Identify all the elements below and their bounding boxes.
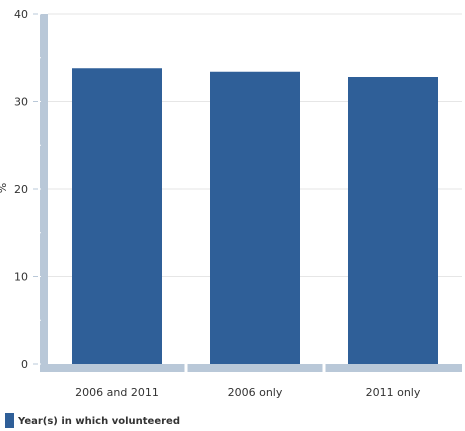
x-tick-label: 2006 only: [228, 386, 283, 399]
bar-2006-and-2011: [72, 68, 162, 364]
y-tick-label: 10: [14, 271, 28, 284]
y-axis: [40, 14, 48, 372]
y-axis-ticks: 0 10 20 30 40: [14, 8, 41, 371]
y-tick-label: 30: [14, 96, 28, 109]
x-tick-label: 2006 and 2011: [75, 386, 159, 399]
y-tick-label: 40: [14, 8, 28, 21]
bar-2006-only: [210, 71, 300, 364]
x-axis-ticks: 2006 and 2011 2006 only 2011 only: [75, 386, 421, 399]
bars: [72, 68, 438, 364]
x-axis: [40, 364, 462, 372]
axes: [40, 14, 462, 372]
legend-label: Year(s) in which volunteered: [17, 416, 180, 427]
y-tick-label: 0: [21, 358, 28, 371]
y-tick-label: 20: [14, 183, 28, 196]
legend: Year(s) in which volunteered: [5, 413, 180, 428]
legend-swatch: [5, 413, 14, 428]
bar-2011-only: [348, 77, 438, 364]
y-axis-label: %: [0, 183, 9, 193]
x-tick-label: 2011 only: [366, 386, 421, 399]
